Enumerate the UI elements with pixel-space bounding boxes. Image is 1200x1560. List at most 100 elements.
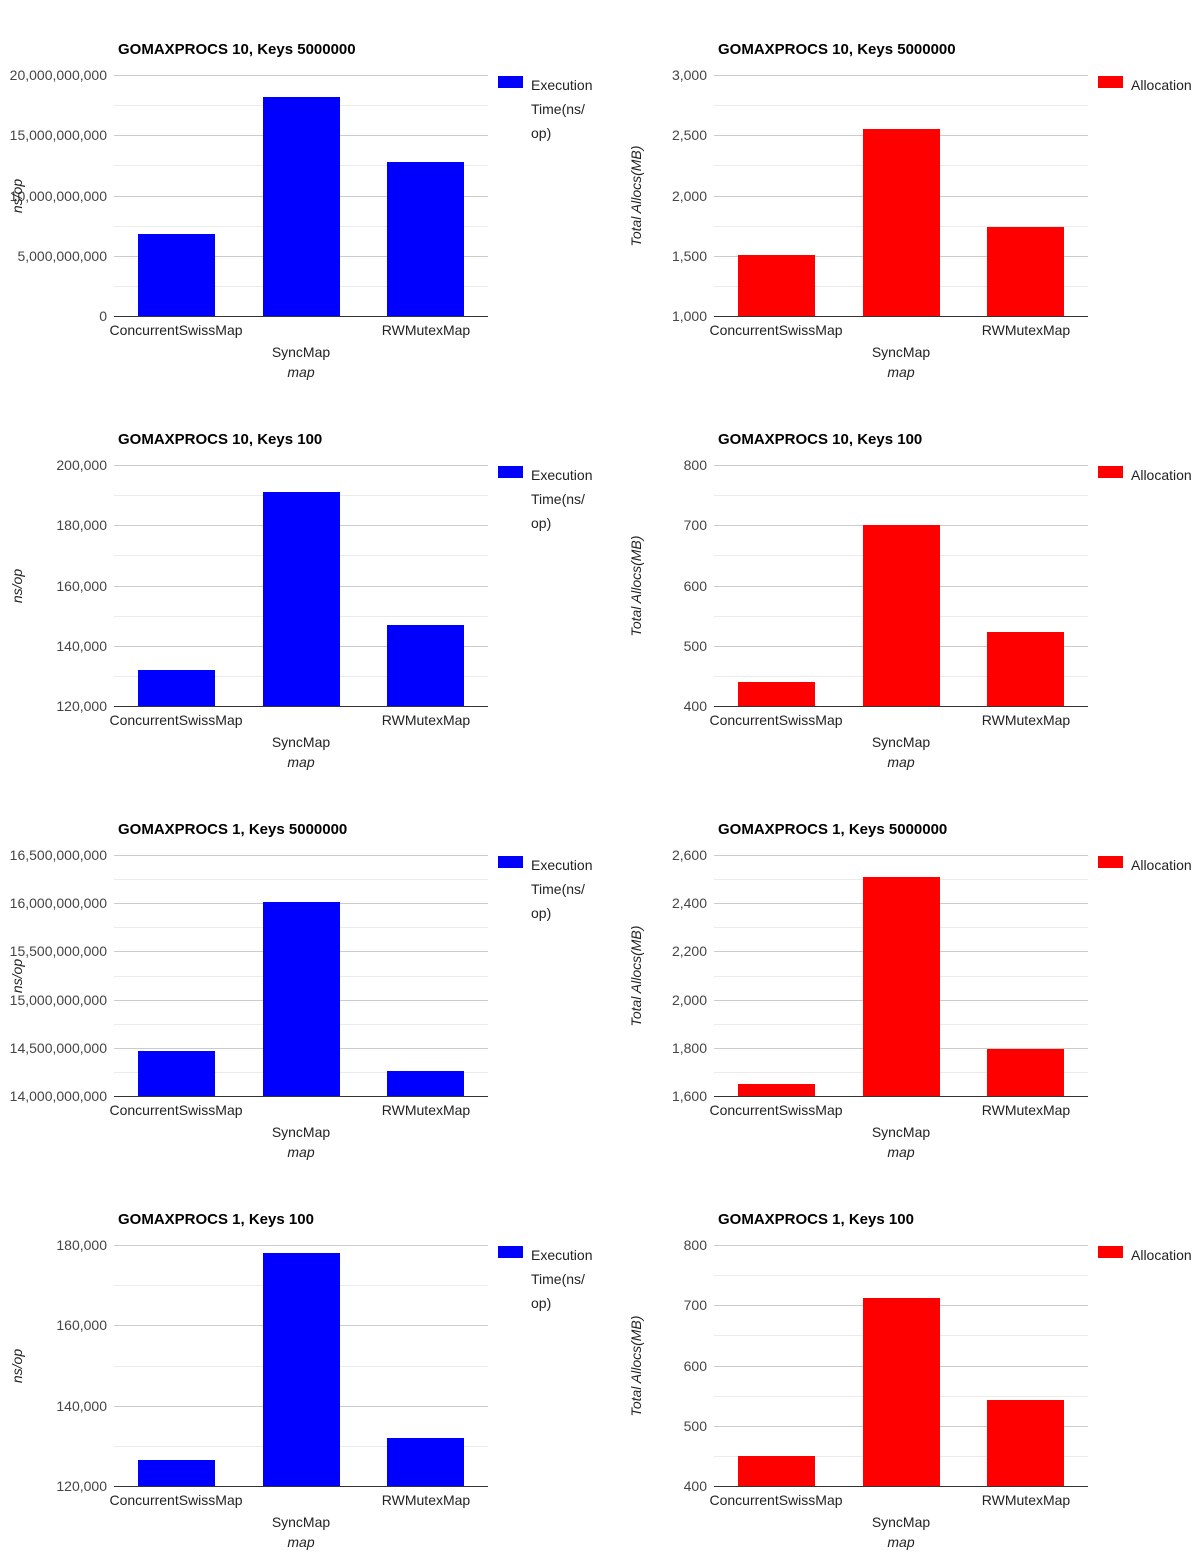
y-axis-tick-label: 1,600 [671,1088,707,1104]
gridline-major [714,1245,1088,1246]
bar-concurrentswissmap[interactable] [138,670,215,706]
category-label: RWMutexMap [981,322,1071,338]
y-axis-title: ns/op [9,568,25,604]
y-axis-tick-label: 160,000 [56,578,107,594]
category-label: RWMutexMap [981,712,1071,728]
bar-chart: GOMAXPROCS 1, Keys 100 400 500 600 700 800 Con… [600,1170,1200,1560]
x-axis-title: map [887,1144,915,1160]
legend-label: Time(ns/ [531,1271,585,1287]
chart-title: GOMAXPROCS 10, Keys 5000000 [118,41,356,58]
bar-concurrentswissmap[interactable] [138,1051,215,1096]
legend-swatch [498,1246,523,1258]
bar-rwmutexmap[interactable] [387,1071,464,1096]
category-label: RWMutexMap [381,712,471,728]
legend-label: Execution [531,857,593,873]
bar-syncmap[interactable] [263,1253,340,1486]
y-axis-title: Total Allocs(MB) [628,925,644,1027]
legend-label: Allocation [1131,857,1192,873]
y-axis-tick-label: 14,000,000,000 [9,1088,107,1104]
bar-syncmap[interactable] [263,902,340,1096]
plot-area [714,1245,1088,1487]
y-axis-tick-label: 14,500,000,000 [9,1040,107,1056]
bar-concurrentswissmap[interactable] [738,1456,815,1486]
bar-rwmutexmap[interactable] [987,227,1064,316]
gridline-major [114,855,488,856]
plot-area [114,1245,488,1487]
category-label: ConcurrentSwissMap [709,1102,843,1118]
x-axis-title: map [287,1534,315,1550]
y-axis-tick-label: 10,000,000,000 [9,188,107,204]
y-axis-tick-label: 2,000 [671,188,707,204]
category-label: RWMutexMap [381,1102,471,1118]
bar-concurrentswissmap[interactable] [738,255,815,316]
bar-rwmutexmap[interactable] [987,1400,1064,1486]
bar-concurrentswissmap[interactable] [138,234,215,316]
gridline-major [714,75,1088,76]
y-axis-tick-label: 16,500,000,000 [9,847,107,863]
y-axis-title: Total Allocs(MB) [628,535,644,637]
bar-chart: GOMAXPROCS 1, Keys 100 120,000 140,000 160,… [0,1170,600,1560]
y-axis-title: ns/op [9,958,25,994]
y-axis-tick-label: 800 [683,457,707,473]
y-axis-tick-label: 2,600 [671,847,707,863]
y-axis-tick-label: 180,000 [56,1237,107,1253]
category-label: ConcurrentSwissMap [709,712,843,728]
bar-syncmap[interactable] [863,525,940,706]
bar-concurrentswissmap[interactable] [138,1460,215,1486]
legend-swatch [498,76,523,88]
y-axis-tick-label: 0 [99,308,107,324]
bar-syncmap[interactable] [263,97,340,316]
y-axis-tick-label: 600 [683,1358,707,1374]
y-axis-title: ns/op [9,1348,25,1384]
legend-swatch [1098,76,1123,88]
category-label: RWMutexMap [981,1102,1071,1118]
bar-rwmutexmap[interactable] [987,632,1064,706]
category-label: SyncMap [871,1514,931,1530]
y-axis-title: Total Allocs(MB) [628,1315,644,1417]
legend-swatch [498,466,523,478]
bar-syncmap[interactable] [263,492,340,706]
category-label: ConcurrentSwissMap [109,712,243,728]
plot-area [114,465,488,707]
category-label: RWMutexMap [381,1492,471,1508]
chart-title: GOMAXPROCS 10, Keys 100 [718,431,923,448]
y-axis-tick-label: 16,000,000,000 [9,895,107,911]
bar-rwmutexmap[interactable] [387,1438,464,1486]
chart-title: GOMAXPROCS 10, Keys 5000000 [718,41,956,58]
bar-rwmutexmap[interactable] [387,162,464,316]
y-axis-tick-label: 500 [683,638,707,654]
category-label: RWMutexMap [381,322,471,338]
y-axis-tick-label: 2,500 [671,127,707,143]
legend-label: Execution [531,467,593,483]
bar-chart: GOMAXPROCS 1, Keys 5000000 14,000,000,000… [0,780,600,1170]
category-label: SyncMap [271,344,331,360]
chart-title: GOMAXPROCS 1, Keys 100 [118,1211,314,1228]
bar-concurrentswissmap[interactable] [738,1084,815,1096]
bar-syncmap[interactable] [863,877,940,1096]
bar-concurrentswissmap[interactable] [738,682,815,706]
y-axis-tick-label: 500 [683,1418,707,1434]
legend-swatch [498,856,523,868]
legend-swatch [1098,466,1123,478]
plot-area [714,855,1088,1097]
plot-area [714,465,1088,707]
y-axis-tick-label: 700 [683,1297,707,1313]
y-axis-tick-label: 140,000 [56,1398,107,1414]
y-axis-title: ns/op [9,178,25,214]
bar-rwmutexmap[interactable] [387,625,464,706]
y-axis-tick-label: 400 [683,698,707,714]
bar-chart: GOMAXPROCS 10, Keys 5000000 1,000 1,500 2,0… [600,0,1200,390]
legend-swatch [1098,856,1123,868]
y-axis-tick-label: 5,000,000,000 [17,248,107,264]
bar-rwmutexmap[interactable] [987,1049,1064,1096]
legend-label: Allocation [1131,77,1192,93]
x-axis-title: map [287,754,315,770]
bar-chart: GOMAXPROCS 1, Keys 5000000 1,600 1,800 2,00… [600,780,1200,1170]
y-axis-tick-label: 800 [683,1237,707,1253]
category-label: SyncMap [871,344,931,360]
bar-chart: GOMAXPROCS 10, Keys 100 400 500 600 700 800 Co… [600,390,1200,780]
gridline-major [114,75,488,76]
bar-syncmap[interactable] [863,129,940,316]
y-axis-tick-label: 120,000 [56,1478,107,1494]
bar-syncmap[interactable] [863,1298,940,1486]
